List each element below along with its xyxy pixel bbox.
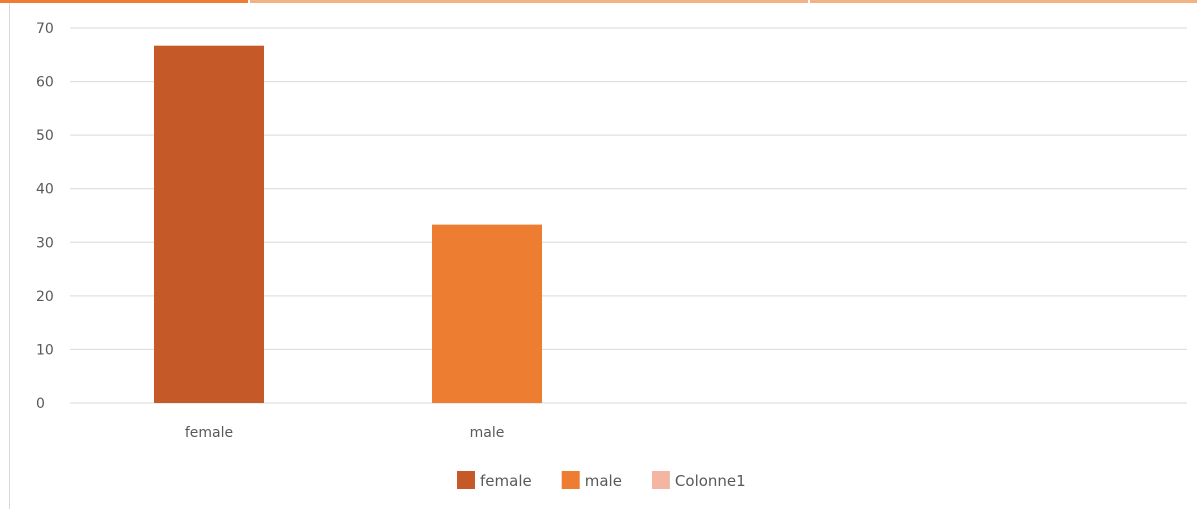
legend-label: Colonne1 xyxy=(675,472,746,490)
y-tick-label: 0 xyxy=(36,396,45,412)
y-tick-label: 20 xyxy=(36,289,54,305)
legend-label: female xyxy=(480,472,532,490)
tab-indicator xyxy=(810,0,1197,3)
y-tick-label: 30 xyxy=(36,235,54,251)
bar-male xyxy=(432,224,542,403)
tab-indicator-active xyxy=(0,0,248,3)
top-tab-strip xyxy=(0,0,1197,3)
x-tick-label: male xyxy=(470,425,505,441)
y-tick-label: 10 xyxy=(36,342,54,358)
y-tick-label: 50 xyxy=(36,128,54,144)
legend-swatch xyxy=(561,471,580,489)
legend-swatch xyxy=(651,471,670,489)
legend-swatch xyxy=(457,471,475,489)
bar-female xyxy=(154,45,264,404)
y-tick-label: 70 xyxy=(36,21,54,37)
x-tick-label: female xyxy=(185,425,233,441)
y-tick-label: 40 xyxy=(36,182,54,198)
chart-left-border xyxy=(9,3,10,509)
legend-label: male xyxy=(585,472,622,490)
y-tick-label: 60 xyxy=(36,75,54,91)
tab-indicator xyxy=(250,0,808,3)
